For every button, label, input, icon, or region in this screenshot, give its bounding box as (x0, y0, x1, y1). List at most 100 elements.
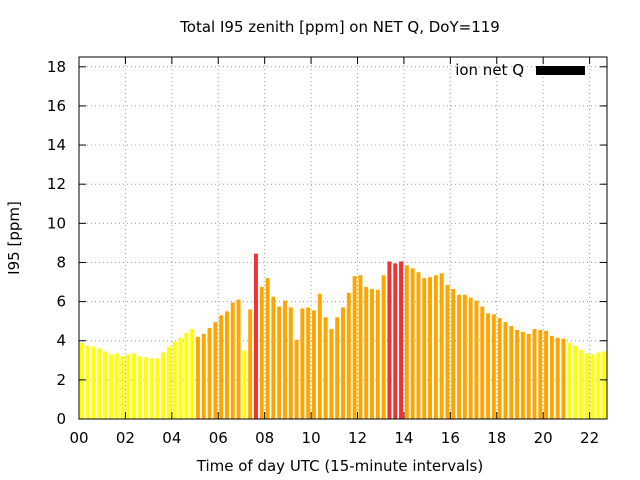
bar (596, 352, 601, 419)
bar (184, 332, 189, 419)
bar (306, 307, 311, 419)
legend-label: ion net Q (455, 61, 524, 79)
bar (143, 357, 148, 419)
y-tick-label: 16 (47, 97, 66, 115)
bar (544, 330, 549, 419)
bar (573, 345, 578, 419)
bar (317, 293, 322, 419)
chart-title: Total I95 zenith [ppm] on NET Q, DoY=119 (179, 18, 500, 36)
bar (277, 306, 282, 419)
bar (538, 329, 543, 419)
bar (468, 297, 473, 419)
bar (520, 331, 525, 419)
bar (433, 275, 438, 419)
bar (561, 338, 566, 419)
bar (474, 300, 479, 419)
y-tick-label: 12 (47, 175, 66, 193)
bar (114, 353, 119, 419)
legend: ion net Q (455, 61, 585, 79)
bar (422, 278, 427, 419)
bar (236, 299, 241, 419)
bar (358, 275, 363, 419)
x-tick-label: 06 (209, 429, 228, 447)
bar (108, 354, 113, 419)
x-tick-label: 12 (348, 429, 367, 447)
bar (341, 307, 345, 419)
x-tick-label: 14 (394, 429, 413, 447)
grid (79, 57, 607, 419)
x-tick-label: 08 (255, 429, 274, 447)
y-tick-label: 14 (47, 136, 66, 154)
bar (584, 353, 589, 419)
bar (137, 356, 142, 419)
bar (103, 351, 108, 419)
bar (126, 354, 131, 419)
bar (213, 322, 218, 419)
bar (230, 302, 235, 419)
bar (503, 322, 508, 419)
bar (253, 253, 258, 419)
y-tick-label: 18 (47, 58, 66, 76)
bar (259, 286, 264, 419)
bar (399, 261, 403, 419)
bar (294, 339, 299, 419)
bar (178, 337, 183, 419)
bar (224, 311, 229, 419)
bar (219, 315, 224, 419)
x-tick-label: 18 (487, 429, 506, 447)
bar (491, 314, 496, 419)
bar (578, 349, 583, 419)
bar (248, 309, 253, 419)
bar (190, 328, 195, 419)
y-tick-label: 4 (56, 332, 66, 350)
ticks (78, 57, 607, 420)
bar (509, 326, 514, 419)
x-tick-label: 04 (162, 429, 181, 447)
bar (300, 308, 305, 419)
bar (323, 317, 328, 419)
x-tick-label: 02 (116, 429, 135, 447)
x-tick-label: 20 (534, 429, 553, 447)
bar (404, 265, 409, 419)
bar (312, 310, 316, 419)
bar (486, 313, 491, 419)
y-tick-label: 10 (47, 214, 66, 232)
bar (346, 292, 351, 419)
bar (462, 294, 467, 419)
bar (91, 346, 96, 419)
bar (602, 351, 607, 419)
bar (439, 273, 444, 419)
bar (352, 276, 357, 419)
bar (85, 345, 90, 419)
bar (195, 336, 200, 419)
bar (329, 328, 334, 419)
bar (271, 296, 276, 419)
bar (288, 307, 293, 419)
bar (555, 337, 560, 419)
bar (381, 275, 386, 419)
bar (120, 356, 125, 419)
bar (335, 317, 340, 419)
bar (79, 342, 84, 419)
bar (364, 286, 369, 419)
bar (265, 278, 270, 419)
plot-frame (78, 56, 608, 420)
y-tick-label: 0 (56, 410, 66, 428)
bar (207, 328, 212, 419)
bar (416, 272, 421, 419)
bar (428, 277, 433, 419)
bar (410, 268, 415, 419)
y-tick-label: 6 (56, 293, 66, 311)
bar (155, 358, 160, 419)
bar (172, 341, 177, 419)
bar (549, 335, 554, 419)
bar (370, 288, 374, 419)
bar (387, 261, 392, 419)
x-tick-label: 22 (580, 429, 599, 447)
x-tick-label: 00 (69, 429, 88, 447)
bar (375, 289, 380, 419)
x-tick-label: 16 (441, 429, 460, 447)
bar (393, 263, 398, 419)
